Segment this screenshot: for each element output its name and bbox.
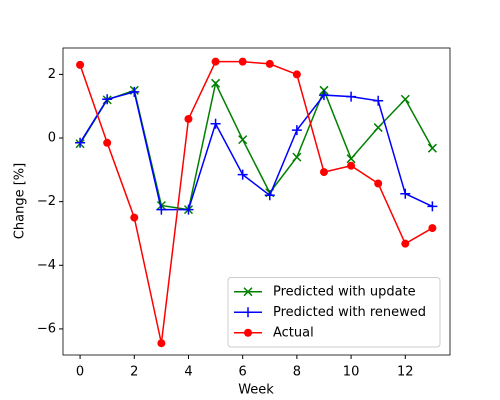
marker	[238, 135, 248, 145]
marker	[319, 168, 328, 177]
x-axis-label: Week	[238, 383, 274, 398]
marker	[400, 188, 411, 199]
marker	[75, 137, 86, 148]
marker	[264, 190, 275, 201]
legend-label: Actual	[273, 325, 314, 340]
marker	[428, 224, 437, 233]
legend-box	[227, 277, 441, 348]
marker	[265, 59, 274, 68]
y-tick-label: −4	[37, 258, 56, 273]
marker	[244, 328, 252, 337]
marker	[346, 154, 356, 164]
marker	[243, 287, 253, 297]
marker	[373, 123, 383, 133]
marker	[210, 118, 221, 129]
marker	[237, 169, 248, 180]
plot-frame	[62, 47, 451, 356]
y-tick-label: −2	[37, 194, 56, 209]
marker	[102, 94, 113, 105]
marker	[243, 307, 253, 318]
x-tick-label: 4	[184, 365, 192, 380]
marker	[427, 143, 437, 153]
x-tick-label: 10	[343, 365, 360, 380]
marker	[183, 204, 194, 215]
legend-label: Predicted with renewed	[273, 305, 426, 320]
y-tick-label: 0	[48, 131, 56, 146]
marker	[76, 60, 85, 69]
marker	[373, 95, 384, 106]
y-tick-label: 2	[48, 67, 56, 82]
marker	[401, 239, 410, 248]
marker	[347, 161, 356, 170]
marker	[129, 86, 140, 97]
marker	[318, 90, 329, 101]
legend-label: Predicted with update	[273, 284, 416, 299]
x-tick-label: 2	[130, 365, 138, 380]
marker	[374, 179, 383, 188]
marker	[211, 57, 220, 66]
y-axis-label: Change [%]	[13, 163, 28, 239]
marker	[184, 114, 193, 123]
x-tick-label: 6	[239, 365, 247, 380]
marker	[292, 70, 301, 79]
series-line	[79, 60, 433, 344]
marker	[238, 57, 247, 66]
marker	[346, 91, 357, 102]
y-tick-label: −6	[37, 321, 56, 336]
marker	[427, 201, 438, 212]
x-tick-label: 0	[76, 365, 84, 380]
legend: Predicted with update Predicted with rene…	[227, 277, 441, 348]
marker	[292, 152, 302, 162]
marker	[400, 94, 410, 104]
marker	[211, 78, 221, 88]
marker	[291, 125, 302, 136]
marker	[103, 138, 112, 147]
marker	[130, 213, 139, 222]
x-tick-label: 12	[397, 365, 414, 380]
x-tick-label: 8	[293, 365, 301, 380]
marker	[157, 339, 166, 348]
marker	[156, 204, 167, 215]
